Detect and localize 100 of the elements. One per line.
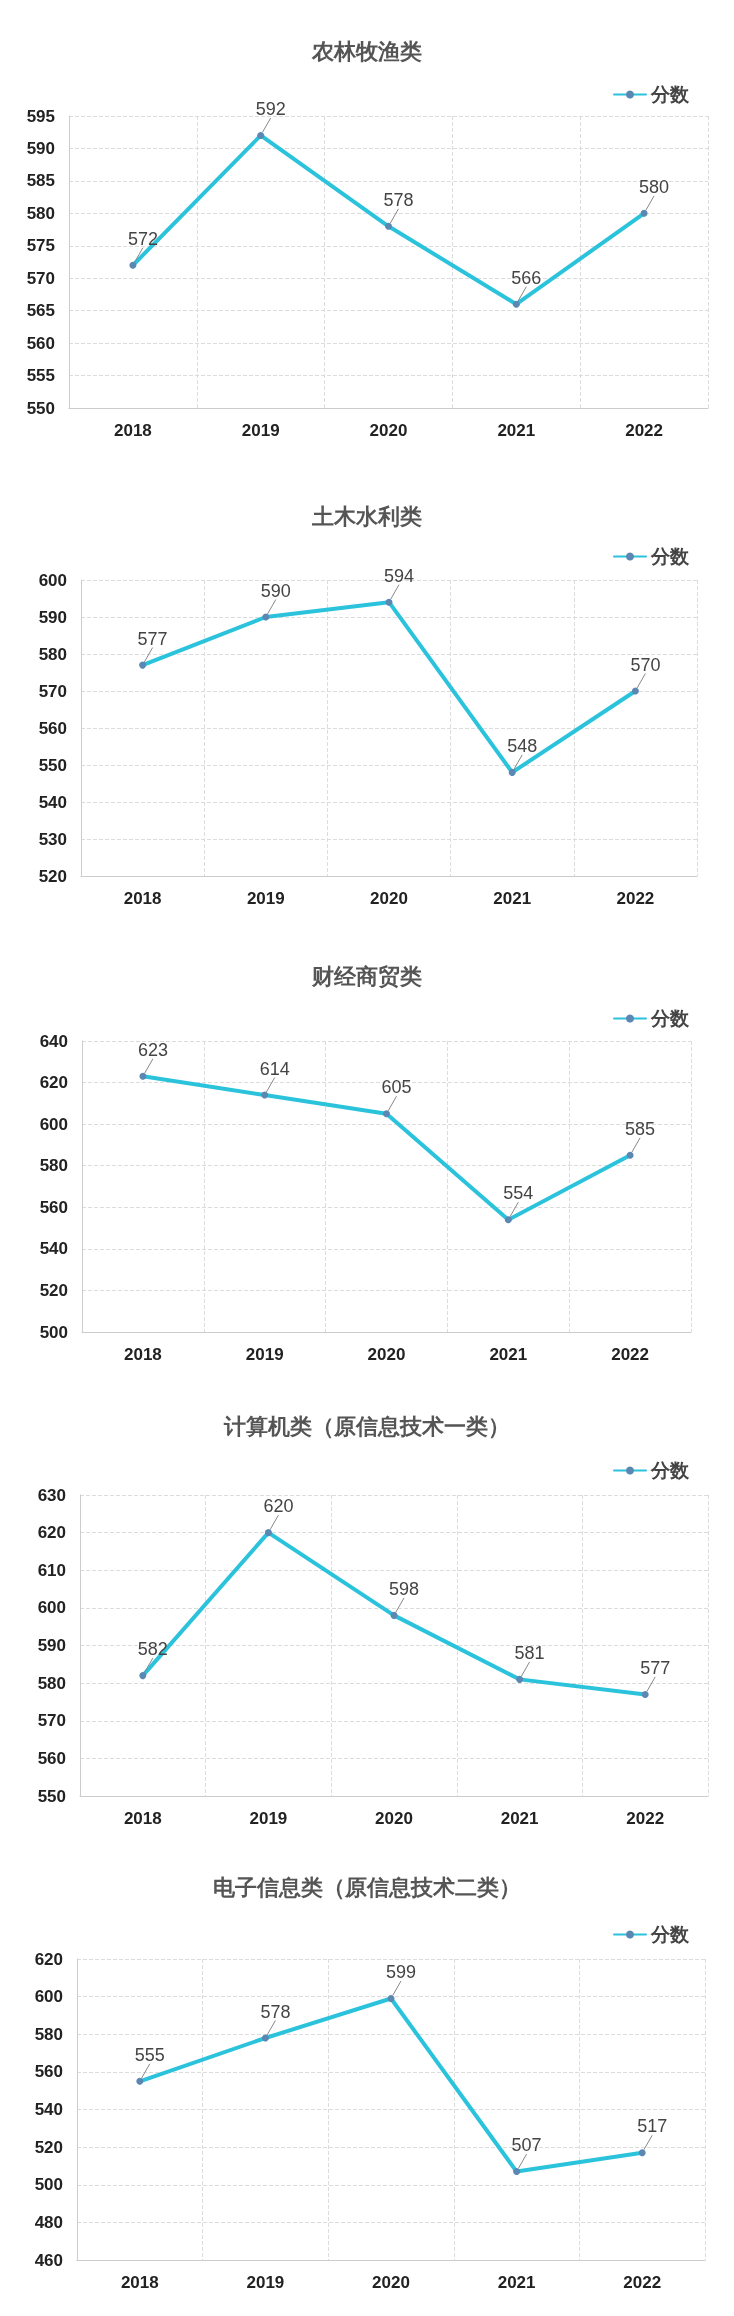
x-tick-label: 2021 xyxy=(500,1809,539,1828)
y-tick-label: 570 xyxy=(26,268,55,288)
y-tick-label: 580 xyxy=(34,2024,63,2044)
data-label: 555 xyxy=(134,2044,165,2065)
y-tick-label: 620 xyxy=(39,1073,68,1093)
y-tick-label: 460 xyxy=(34,2250,63,2270)
y-tick-label: 560 xyxy=(39,1197,68,1217)
chart-title: 电子信息类（原信息技术二类） xyxy=(213,1874,521,1900)
y-tick-label: 540 xyxy=(38,792,67,812)
x-tick-label: 2019 xyxy=(246,889,285,908)
y-tick-label: 520 xyxy=(38,866,67,886)
data-label: 585 xyxy=(625,1118,656,1139)
x-tick-label: 2018 xyxy=(123,1345,162,1364)
y-tick-label: 550 xyxy=(38,755,67,775)
data-label: 577 xyxy=(137,628,168,649)
x-tick-label: 2022 xyxy=(623,2273,662,2292)
chart-title: 计算机类（原信息技术一类） xyxy=(223,1413,510,1439)
y-tick-label: 620 xyxy=(34,1949,63,1969)
y-tick-label: 585 xyxy=(26,171,55,191)
y-tick-label: 580 xyxy=(26,203,55,223)
x-tick-label: 2021 xyxy=(497,2273,536,2292)
y-tick-label: 600 xyxy=(37,1598,66,1618)
y-tick-label: 560 xyxy=(26,333,55,353)
x-tick-label: 2019 xyxy=(249,1809,288,1828)
y-tick-label: 550 xyxy=(26,398,55,418)
y-tick-label: 570 xyxy=(38,681,67,701)
chart-title: 农林牧渔类 xyxy=(311,38,422,64)
data-label: 578 xyxy=(383,189,414,210)
y-tick-label: 540 xyxy=(34,2100,63,2119)
y-tick-label: 590 xyxy=(37,1636,66,1655)
x-tick-label: 2021 xyxy=(493,889,532,908)
x-tick-label: 2020 xyxy=(372,2273,410,2292)
x-tick-label: 2018 xyxy=(120,2273,159,2292)
y-tick-label: 520 xyxy=(34,2137,63,2157)
data-label: 570 xyxy=(630,654,661,675)
data-label: 599 xyxy=(385,1962,417,1983)
x-tick-label: 2018 xyxy=(123,1809,162,1828)
y-tick-label: 560 xyxy=(38,718,67,738)
x-tick-label: 2022 xyxy=(611,1345,650,1364)
x-tick-label: 2020 xyxy=(369,421,408,440)
y-tick-label: 600 xyxy=(38,570,67,590)
y-tick-label: 620 xyxy=(37,1523,66,1543)
y-tick-label: 600 xyxy=(39,1114,68,1134)
y-tick-label: 580 xyxy=(39,1156,68,1176)
y-tick-label: 640 xyxy=(39,1031,68,1051)
data-label: 578 xyxy=(260,2001,291,2022)
x-tick-label: 2020 xyxy=(370,889,408,908)
x-tick-label: 2018 xyxy=(113,421,152,440)
y-tick-label: 530 xyxy=(38,829,67,849)
legend-label: 分数 xyxy=(650,1924,690,1945)
x-tick-label: 2019 xyxy=(245,1345,284,1364)
data-label: 572 xyxy=(127,228,158,249)
x-tick-label: 2020 xyxy=(367,1345,406,1364)
legend-label: 分数 xyxy=(650,84,690,105)
x-tick-label: 2022 xyxy=(625,421,664,440)
data-label: 605 xyxy=(381,1077,412,1098)
data-label: 620 xyxy=(263,1496,294,1517)
y-tick-label: 540 xyxy=(39,1239,68,1259)
y-tick-label: 500 xyxy=(34,2175,63,2195)
chart-title: 土木水利类 xyxy=(311,503,422,529)
x-tick-label: 2021 xyxy=(497,421,536,440)
y-tick-label: 480 xyxy=(34,2212,63,2232)
y-tick-label: 560 xyxy=(34,2062,63,2082)
y-tick-label: 550 xyxy=(37,1786,66,1806)
x-tick-label: 2019 xyxy=(241,421,280,440)
y-tick-label: 520 xyxy=(39,1280,68,1300)
y-tick-label: 500 xyxy=(39,1322,68,1342)
data-label: 594 xyxy=(383,565,415,586)
data-label: 580 xyxy=(639,176,670,197)
legend-label: 分数 xyxy=(650,1008,690,1029)
data-label: 577 xyxy=(640,1657,671,1678)
x-tick-label: 2022 xyxy=(616,889,655,908)
x-tick-label: 2022 xyxy=(626,1809,665,1828)
legend-label: 分数 xyxy=(650,546,690,567)
y-tick-label: 555 xyxy=(26,366,55,386)
data-label: 590 xyxy=(260,580,291,601)
data-label: 592 xyxy=(255,98,286,119)
y-tick-label: 580 xyxy=(37,1673,66,1693)
y-tick-label: 560 xyxy=(37,1748,66,1768)
data-label: 598 xyxy=(388,1578,420,1599)
chart-title: 财经商贸类 xyxy=(311,963,422,989)
y-tick-label: 600 xyxy=(34,1987,63,2007)
y-tick-label: 580 xyxy=(38,644,67,664)
y-tick-label: 630 xyxy=(37,1485,66,1505)
y-tick-label: 570 xyxy=(37,1711,66,1731)
y-tick-label: 565 xyxy=(26,301,55,321)
y-tick-label: 610 xyxy=(37,1560,66,1580)
x-tick-label: 2019 xyxy=(246,2273,285,2292)
data-label: 507 xyxy=(511,2135,542,2156)
data-label: 554 xyxy=(503,1183,534,1204)
x-tick-label: 2018 xyxy=(123,889,162,908)
data-label: 614 xyxy=(259,1058,290,1079)
data-label: 566 xyxy=(511,267,542,288)
legend-label: 分数 xyxy=(650,1460,690,1481)
data-label: 548 xyxy=(507,735,538,756)
x-tick-label: 2021 xyxy=(489,1345,528,1364)
data-label: 623 xyxy=(137,1039,168,1060)
data-label: 581 xyxy=(514,1642,545,1663)
data-label: 517 xyxy=(637,2116,668,2137)
y-tick-label: 595 xyxy=(26,106,55,126)
